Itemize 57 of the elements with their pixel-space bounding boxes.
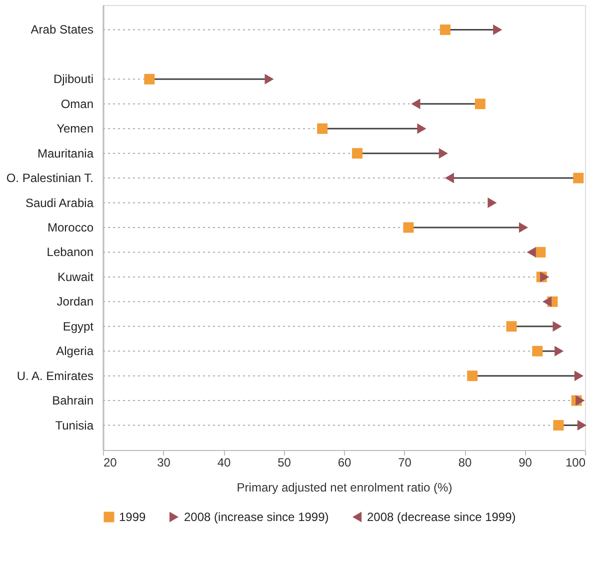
y-tick-label: Algeria — [56, 344, 94, 358]
y-tick-label: Morocco — [47, 220, 94, 234]
point — [403, 222, 414, 233]
x-tick-label: 80 — [458, 456, 472, 470]
point — [532, 346, 543, 356]
point — [264, 74, 274, 84]
point — [352, 148, 362, 159]
x-tick-label: 90 — [518, 456, 532, 470]
legend-label: 2008 (increase since 1999) — [184, 510, 329, 524]
point — [535, 246, 546, 258]
point — [576, 395, 585, 406]
x-tick-label: 100 — [565, 456, 586, 470]
y-tick-label: Bahrain — [52, 394, 94, 408]
point — [506, 321, 517, 332]
y-tick-label: Lebanon — [46, 245, 94, 260]
point — [493, 24, 502, 35]
y-tick-label: Egypt — [62, 319, 94, 334]
point — [553, 420, 564, 431]
y-tick-label: Kuwait — [57, 270, 94, 284]
y-tick-label: Jordan — [56, 294, 94, 309]
point — [440, 24, 450, 35]
point — [540, 272, 550, 282]
point — [438, 148, 448, 159]
point — [144, 74, 155, 84]
y-tick-label: Djibouti — [53, 72, 94, 86]
x-tick-label: 70 — [398, 456, 412, 470]
y-tick-label: Oman — [60, 96, 94, 111]
y-tick-label: U. A. Emirates — [16, 368, 94, 383]
x-axis-title: Primary adjusted net enrolment ratio (%) — [236, 480, 452, 494]
x-tick-label: 40 — [217, 456, 231, 470]
y-tick-label: Yemen — [56, 122, 94, 136]
point — [542, 296, 552, 307]
point — [417, 123, 426, 134]
x-tick-label: 30 — [157, 456, 171, 470]
x-tick-label: 20 — [104, 456, 118, 470]
point — [526, 246, 536, 258]
point — [467, 370, 478, 382]
point — [574, 370, 584, 382]
point — [519, 222, 528, 233]
point — [577, 420, 587, 431]
y-tick-label: O. Palestinian T. — [6, 171, 94, 186]
point — [317, 123, 328, 134]
y-tick-label: Saudi Arabia — [25, 196, 94, 210]
y-tick-label: Tunisia — [55, 418, 94, 432]
point — [444, 172, 454, 184]
point — [488, 198, 497, 208]
point — [554, 346, 564, 356]
legend-label: 2008 (decrease since 1999) — [367, 510, 516, 524]
point — [411, 98, 420, 110]
x-tick-label: 60 — [338, 456, 352, 470]
y-tick-label: Mauritania — [37, 146, 94, 160]
y-tick-label: Arab States — [30, 22, 94, 37]
point — [552, 321, 562, 332]
point — [573, 172, 584, 184]
legend-label: 1999 — [119, 510, 146, 524]
point — [474, 98, 486, 110]
x-tick-label: 50 — [278, 456, 292, 470]
